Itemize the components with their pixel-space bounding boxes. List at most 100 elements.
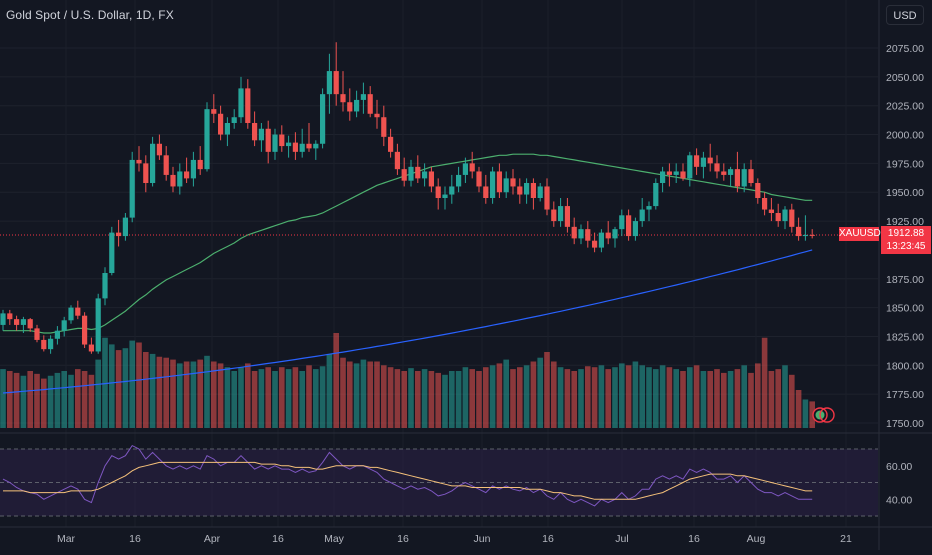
volume-bar: [258, 369, 265, 428]
candle-body: [238, 88, 244, 118]
volume-bar: [122, 348, 129, 428]
time-axis-label: Aug: [747, 533, 766, 545]
candle-body: [82, 315, 88, 345]
candle-body: [592, 240, 598, 248]
volume-bar: [136, 342, 142, 428]
time-axis-label: 16: [542, 533, 554, 545]
candle-body: [197, 159, 203, 170]
candle-body: [775, 213, 781, 222]
volume-bar: [313, 369, 319, 428]
volume-bar: [183, 361, 190, 428]
volume-bar: [319, 366, 326, 428]
candle-body: [7, 313, 13, 320]
volume-bar: [755, 363, 761, 428]
candle-body: [292, 142, 298, 152]
candle-body: [660, 171, 666, 183]
volume-bar: [387, 367, 394, 428]
time-axis-label: Jun: [474, 533, 491, 545]
volume-bar: [20, 375, 27, 428]
candle-body: [517, 186, 523, 195]
volume-bar: [707, 371, 713, 428]
volume-bar: [211, 361, 217, 428]
volume-bar: [408, 368, 414, 428]
price-axis-label: 2025.00: [886, 101, 924, 113]
time-axis-label: 16: [688, 533, 700, 545]
volume-bar: [394, 369, 401, 428]
volume-bar: [476, 371, 482, 428]
volume-bar: [517, 367, 523, 428]
candle-body: [272, 134, 278, 152]
price-axis-label: 2075.00: [886, 43, 924, 55]
volume-bar: [224, 367, 231, 428]
price-axis-label: 2000.00: [886, 130, 924, 142]
candle-body: [802, 234, 808, 237]
candle-body: [619, 215, 625, 230]
volume-bar: [598, 365, 605, 428]
volume-bar: [177, 363, 183, 428]
volume-bar: [81, 371, 88, 428]
candle-body: [714, 163, 720, 172]
candle-body: [184, 171, 190, 179]
currency-button[interactable]: USD: [886, 5, 924, 25]
volume-bar: [659, 365, 666, 428]
candle-body: [653, 183, 659, 207]
volume-bar: [741, 365, 747, 428]
candle-body: [564, 206, 570, 227]
candle-body: [496, 171, 502, 193]
volume-bar: [530, 361, 537, 428]
volume-bar: [333, 333, 339, 428]
volume-bar: [510, 369, 516, 428]
volume-bar: [700, 371, 707, 428]
candle-body: [462, 163, 468, 175]
volume-bar: [489, 365, 496, 428]
volume-bar: [61, 371, 67, 428]
volume-bar: [292, 367, 299, 428]
volume-bar: [721, 372, 727, 428]
volume-bar: [54, 372, 61, 428]
candle-body: [265, 128, 271, 152]
time-axis-label: 16: [397, 533, 409, 545]
volume-bar: [306, 365, 312, 428]
time-axis-label: Jul: [615, 533, 628, 545]
grid-lines: [0, 47, 878, 424]
candle-body: [768, 209, 774, 213]
candle-body: [20, 319, 26, 325]
candle-body: [150, 143, 156, 183]
candle-body: [578, 229, 584, 239]
candle-body: [306, 143, 312, 149]
candle-body: [394, 151, 400, 170]
candle-body: [585, 229, 591, 241]
candle-body: [530, 183, 536, 198]
candle-body: [598, 232, 604, 248]
candle-body: [537, 186, 543, 198]
volume-bar: [646, 367, 652, 428]
candle-body: [673, 171, 679, 175]
volume-bar: [551, 361, 557, 428]
candle-body: [428, 171, 434, 187]
volume-bar: [326, 353, 333, 428]
volume-bar: [88, 374, 95, 428]
candle-body: [258, 128, 264, 141]
candle-body: [190, 159, 196, 179]
moving-averages: [0, 153, 878, 394]
candle-body: [14, 319, 20, 325]
volume-bar: [544, 352, 550, 428]
candle-body: [639, 209, 645, 222]
price-axis-label: 1875.00: [886, 274, 924, 286]
volume-bar: [421, 369, 428, 428]
volume-bar: [0, 369, 6, 428]
volume-bar: [469, 369, 475, 428]
event-flag-icon: [812, 407, 835, 423]
volume-bar: [578, 369, 584, 428]
candle-body: [741, 169, 747, 187]
volume-bar: [639, 365, 645, 428]
candle-body: [490, 171, 496, 198]
volume-bar: [367, 361, 373, 428]
volume-bar: [129, 340, 135, 428]
candle-body: [483, 186, 489, 198]
volume-bar: [795, 390, 802, 428]
candle-body: [252, 123, 258, 141]
